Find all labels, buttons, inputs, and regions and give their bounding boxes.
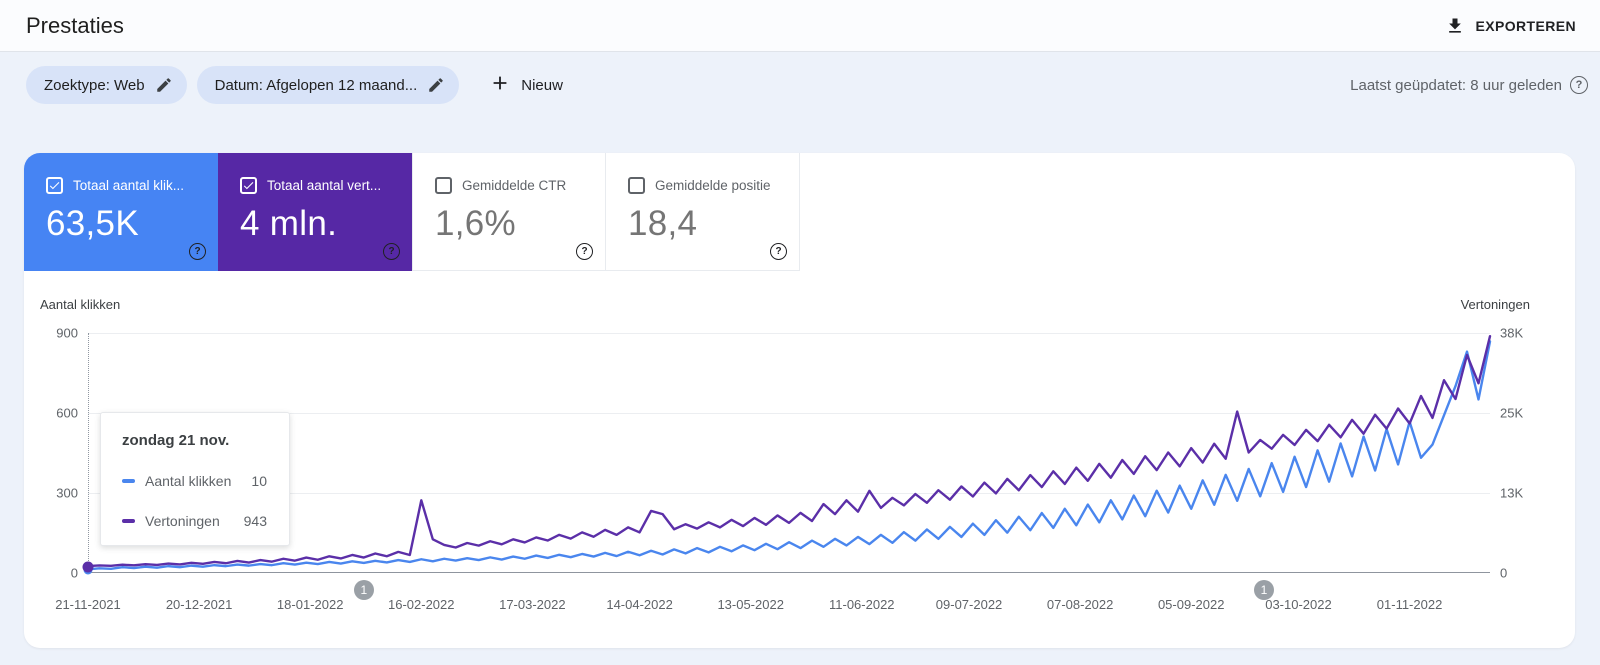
plus-icon <box>489 72 511 98</box>
filter-chip-date-range[interactable]: Datum: Afgelopen 12 maand... <box>196 66 460 104</box>
x-axis-labels: 21-11-2021 20-12-2021 18-01-2022 16-02-2022… <box>55 597 1490 617</box>
x-tick-label: 16-02-2022 <box>388 597 455 612</box>
x-tick-label: 03-10-2022 <box>1265 597 1332 612</box>
tooltip-value: 10 <box>251 473 267 489</box>
series-line-clicks <box>86 340 1492 571</box>
x-tick-label: 17-03-2022 <box>499 597 566 612</box>
tooltip-value: 943 <box>243 513 267 529</box>
filter-chip-label: Datum: Afgelopen 12 maand... <box>214 76 418 94</box>
tooltip-row-impressions: Vertoningen 943 <box>122 513 267 529</box>
y-tick-right: 38K <box>1500 325 1524 341</box>
series-line-impressions <box>86 334 1492 568</box>
x-tick-label: 11-06-2022 <box>829 597 895 612</box>
metric-cards: Totaal aantal klik... 63,5K Totaal aanta… <box>24 153 800 271</box>
gridline <box>88 413 1490 414</box>
metric-value: 63,5K <box>46 204 139 243</box>
hover-crosshair-line <box>88 333 89 573</box>
metric-value: 1,6% <box>435 204 516 243</box>
metric-checkbox[interactable] <box>435 177 452 194</box>
tooltip-label: Aantal klikken <box>145 473 232 489</box>
x-tick-label: 07-08-2022 <box>1046 597 1114 612</box>
x-tick-label: 13-05-2022 <box>717 597 784 612</box>
x-tick-label: 20-12-2021 <box>165 597 233 612</box>
y-axis-title-left: Aantal klikken <box>40 297 121 312</box>
x-tick-label: 14-04-2022 <box>606 597 673 612</box>
chart-tooltip: zondag 21 nov. Aantal klikken 10 Vertoni… <box>100 412 290 546</box>
x-tick-label: 21-11-2021 <box>55 597 121 612</box>
y-tick-right: 0 <box>1500 565 1508 581</box>
metric-label: Totaal aantal klik... <box>73 178 185 193</box>
metric-checkbox[interactable] <box>46 177 63 194</box>
impressions-swatch-icon <box>122 519 135 523</box>
last-updated-text: Laatst geüpdatet: 8 uur geleden <box>1350 76 1562 94</box>
app-header: Prestaties EXPORTEREN <box>0 0 1600 52</box>
metric-card-clicks[interactable]: Totaal aantal klik... 63,5K <box>24 153 218 271</box>
tooltip-label: Vertoningen <box>145 513 220 529</box>
export-label: EXPORTEREN <box>1475 17 1576 34</box>
annotation-badge[interactable]: 1 <box>1253 580 1274 600</box>
gridline <box>88 333 1490 334</box>
metric-card-impressions[interactable]: Totaal aantal vert... 4 mln. <box>218 153 412 271</box>
y-tick-left: 900 <box>56 325 78 341</box>
metric-value: 4 mln. <box>240 204 338 243</box>
help-icon[interactable] <box>770 243 787 260</box>
y-tick-left: 600 <box>56 405 78 421</box>
page-title: Prestaties <box>26 12 124 38</box>
edit-pencil-icon[interactable] <box>427 76 445 94</box>
y-tick-left: 300 <box>56 485 78 501</box>
metric-checkbox[interactable] <box>240 177 257 194</box>
clicks-swatch-icon <box>122 479 135 483</box>
metric-card-ctr[interactable]: Gemiddelde CTR 1,6% <box>412 153 606 271</box>
new-filter-button[interactable]: Nieuw <box>475 66 577 104</box>
edit-pencil-icon[interactable] <box>155 76 173 94</box>
y-tick-right: 13K <box>1500 485 1524 501</box>
help-icon[interactable] <box>576 243 593 260</box>
hover-dot-impressions <box>82 561 94 573</box>
help-icon[interactable] <box>189 243 206 260</box>
help-icon[interactable] <box>1570 76 1588 94</box>
annotation-badge[interactable]: 1 <box>353 580 374 600</box>
tooltip-row-clicks: Aantal klikken 10 <box>122 473 267 489</box>
tooltip-date: zondag 21 nov. <box>122 432 230 449</box>
report-panel: Totaal aantal klik... 63,5K Totaal aanta… <box>24 153 1575 648</box>
new-filter-label: Nieuw <box>521 76 563 94</box>
filter-bar: Zoektype: Web Datum: Afgelopen 12 maand.… <box>0 52 1600 118</box>
y-tick-right: 25K <box>1500 405 1524 421</box>
help-icon[interactable] <box>383 243 400 260</box>
metric-value: 18,4 <box>628 204 698 243</box>
last-updated: Laatst geüpdatet: 8 uur geleden <box>1350 76 1588 94</box>
x-tick-label: 05-09-2022 <box>1157 597 1225 612</box>
y-tick-left: 0 <box>70 565 78 581</box>
metric-label: Gemiddelde CTR <box>462 178 567 193</box>
metric-checkbox[interactable] <box>628 177 645 194</box>
chart-area: Aantal klikken Vertoningen 900 600 300 0… <box>24 271 1575 648</box>
y-axis-title-right: Vertoningen <box>1460 297 1530 312</box>
export-button[interactable]: EXPORTEREN <box>1435 10 1586 42</box>
filter-chip-search-type[interactable]: Zoektype: Web <box>26 66 187 104</box>
x-tick-label: 09-07-2022 <box>935 597 1003 612</box>
gridline <box>88 493 1490 494</box>
filter-chip-label: Zoektype: Web <box>44 76 145 94</box>
x-tick-label: 01-11-2022 <box>1376 597 1443 612</box>
metric-label: Totaal aantal vert... <box>267 178 382 193</box>
metric-label: Gemiddelde positie <box>655 178 771 193</box>
x-tick-label: 18-01-2022 <box>276 597 344 612</box>
metric-card-position[interactable]: Gemiddelde positie 18,4 <box>606 153 800 271</box>
chart-svg <box>86 334 1492 571</box>
download-icon <box>1445 16 1465 36</box>
